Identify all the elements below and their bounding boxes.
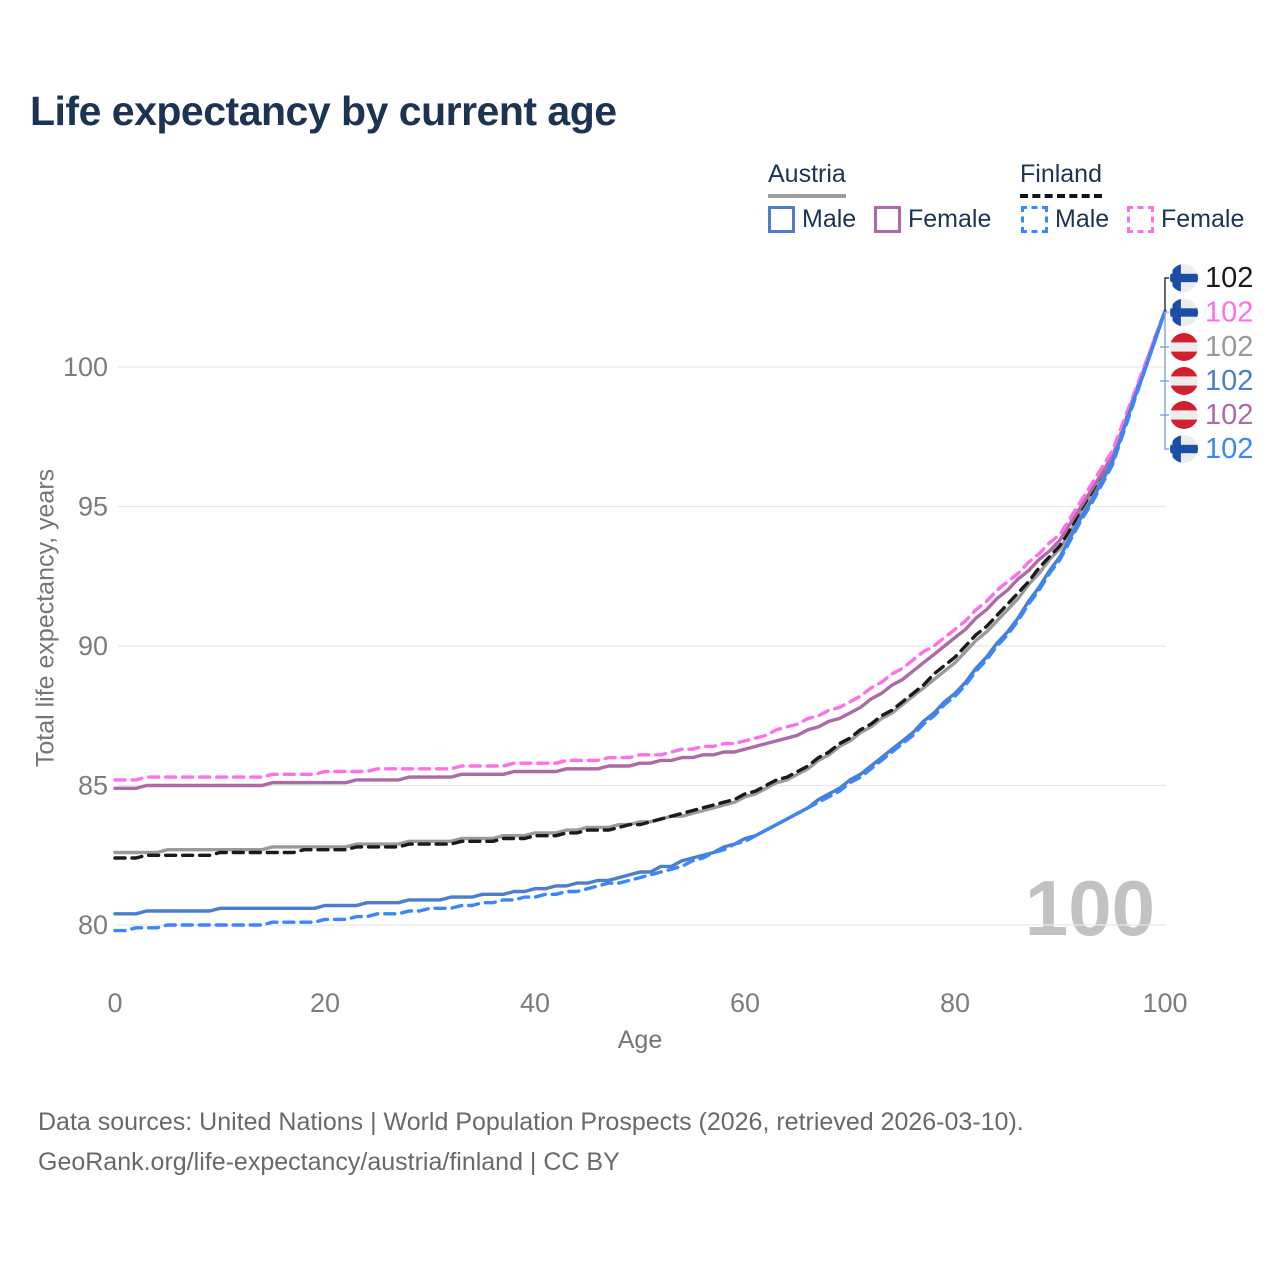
series-line-fi_total[interactable] [113, 309, 1167, 860]
x-axis-title: Age [617, 1026, 663, 1054]
end-label-at_female: 102 [1170, 399, 1253, 431]
end-label-value: 102 [1205, 365, 1253, 397]
austria-male-swatch-icon [768, 206, 795, 233]
page-title: Life expectancy by current age [30, 88, 617, 134]
end-label-value: 102 [1205, 297, 1253, 329]
end-label-value: 102 [1205, 331, 1253, 363]
austria-flag-icon [1170, 401, 1198, 429]
leader-line-top [1164, 277, 1169, 312]
legend-item-label: Male [1055, 205, 1110, 233]
series-line-at_female[interactable] [113, 309, 1167, 790]
legend-group-austria[interactable]: Austria [768, 160, 846, 198]
finland-flag-icon [1170, 435, 1198, 463]
legend-item-austria-male[interactable]: Male [768, 205, 856, 234]
legend-item-austria-female[interactable]: Female [874, 205, 991, 234]
y-tick-label: 80 [78, 910, 108, 940]
end-label-value: 102 [1205, 433, 1253, 465]
end-label-value: 102 [1205, 262, 1253, 294]
series-line-at_total[interactable] [113, 309, 1167, 855]
x-tick-label: 40 [520, 988, 550, 1018]
x-tick-label: 60 [730, 988, 760, 1018]
end-label-at_total: 102 [1170, 331, 1253, 363]
y-tick-label: 85 [78, 771, 108, 801]
y-tick-label: 100 [63, 352, 108, 382]
age-frame-watermark: 100 [1024, 864, 1155, 952]
legend-item-label: Female [1161, 205, 1245, 233]
y-tick-label: 95 [78, 492, 108, 522]
end-label-fi_female: 102 [1170, 297, 1253, 329]
data-source-note: Data sources: United Nations | World Pop… [38, 1108, 1024, 1136]
austria-flag-icon [1170, 367, 1198, 395]
austria-female-swatch-icon [874, 206, 901, 233]
x-tick-label: 100 [1142, 988, 1187, 1018]
austria-flag-icon [1170, 333, 1198, 361]
legend-item-finland-female[interactable]: Female [1127, 205, 1244, 234]
end-label-fi_male: 102 [1170, 433, 1253, 465]
finland-flag-icon [1170, 264, 1198, 292]
finland-male-swatch-icon [1021, 206, 1048, 233]
legend-item-label: Female [908, 205, 992, 233]
legend-group-finland[interactable]: Finland [1020, 160, 1102, 198]
y-tick-label: 90 [78, 631, 108, 661]
legend-item-finland-male[interactable]: Male [1021, 205, 1109, 234]
leader-line-bottom [1160, 312, 1169, 450]
series-line-fi_female[interactable] [113, 309, 1167, 782]
attribution-note: GeoRank.org/life-expectancy/austria/finl… [38, 1148, 620, 1176]
legend-item-label: Male [802, 205, 857, 233]
finland-flag-icon [1170, 298, 1198, 327]
x-tick-label: 80 [940, 988, 970, 1018]
series-line-fi_male[interactable] [113, 309, 1167, 933]
end-label-fi_total: 102 [1170, 262, 1253, 294]
x-tick-label: 20 [310, 988, 340, 1018]
legend-group-austria-label: Austria [768, 160, 846, 188]
legend-group-finland-label: Finland [1020, 160, 1102, 188]
x-tick-label: 0 [107, 988, 122, 1018]
end-label-value: 102 [1205, 399, 1253, 431]
end-label-at_male: 102 [1170, 365, 1253, 397]
finland-female-swatch-icon [1127, 206, 1154, 233]
